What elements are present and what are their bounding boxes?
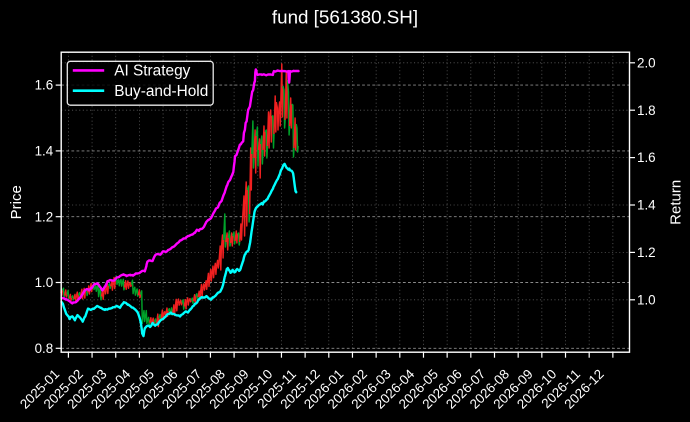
svg-text:0.8: 0.8 [35,341,54,356]
svg-text:fund [561380.SH]: fund [561380.SH] [272,7,418,28]
svg-text:Buy-and-Hold: Buy-and-Hold [114,83,208,100]
svg-text:1.2: 1.2 [35,209,54,224]
svg-text:AI Strategy: AI Strategy [114,63,190,80]
svg-text:1.4: 1.4 [637,198,656,213]
svg-text:1.0: 1.0 [35,275,54,290]
svg-text:Return: Return [668,180,685,225]
svg-text:1.2: 1.2 [637,245,656,260]
svg-text:2.0: 2.0 [637,55,656,70]
svg-text:1.4: 1.4 [35,144,54,159]
svg-text:1.6: 1.6 [35,78,54,93]
svg-text:1.8: 1.8 [637,103,656,118]
svg-text:1.0: 1.0 [637,292,656,307]
svg-text:1.6: 1.6 [637,150,656,165]
svg-text:Price: Price [8,185,25,219]
